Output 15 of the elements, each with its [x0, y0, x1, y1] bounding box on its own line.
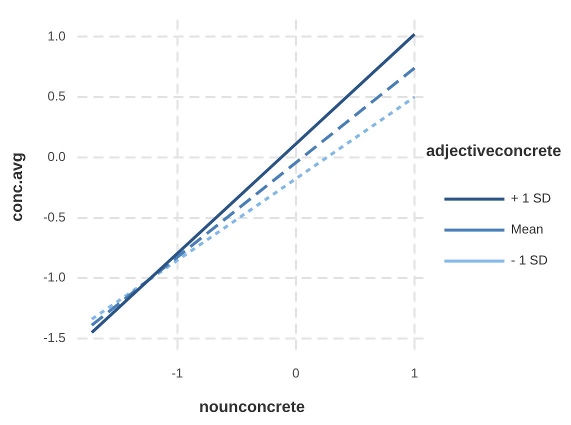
- legend-label: + 1 SD: [510, 190, 552, 206]
- y-tick-label: 0.0: [48, 149, 66, 164]
- legend-label: - 1 SD: [510, 252, 548, 268]
- y-tick-label: 1.0: [48, 28, 66, 44]
- y-tick-label: 0.5: [48, 88, 66, 104]
- y-tick-label: -1.0: [43, 270, 66, 285]
- x-tick-label: -1: [171, 366, 184, 381]
- legend-title: adjectiveconcrete: [426, 142, 562, 160]
- y-tick-label: -0.5: [43, 209, 66, 224]
- x-tick-label: 0: [292, 366, 300, 381]
- x-axis-title: nounconcrete: [199, 398, 305, 416]
- legend-label: Mean: [510, 222, 544, 237]
- y-axis-title: conc.avg: [9, 152, 26, 222]
- y-tick-label: -1.5: [43, 330, 66, 346]
- x-tick-label: 1: [410, 366, 418, 381]
